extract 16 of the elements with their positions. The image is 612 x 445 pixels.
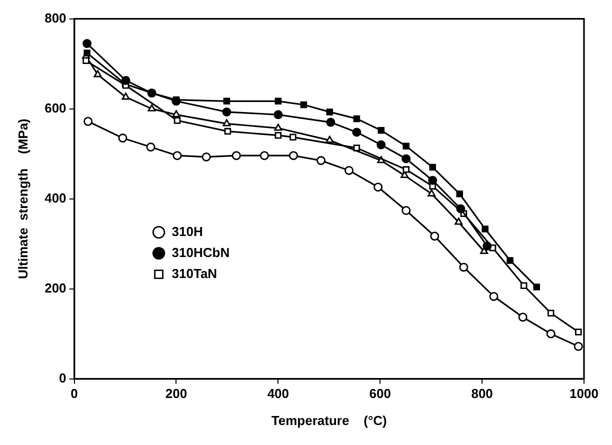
y-tick-label: 800 bbox=[44, 10, 66, 26]
legend-label: 310H bbox=[172, 224, 203, 239]
x-tick-label: 0 bbox=[70, 386, 78, 402]
y-tick-label: 0 bbox=[59, 370, 66, 386]
legend-label: 310HCbN bbox=[172, 244, 230, 260]
y-tick-label: 200 bbox=[44, 280, 66, 296]
x-tick-label: 1000 bbox=[570, 386, 598, 402]
legend-label: 310TaN bbox=[172, 266, 218, 281]
y-tick-label: 400 bbox=[44, 190, 66, 206]
x-tick-label: 800 bbox=[471, 386, 493, 402]
y-tick-label: 600 bbox=[44, 100, 66, 116]
y-axis-title: Ultimate strength (MPa) bbox=[15, 118, 30, 279]
x-tick-label: 400 bbox=[267, 386, 290, 402]
x-tick-label: 200 bbox=[165, 386, 188, 402]
x-tick-label: 600 bbox=[369, 386, 391, 402]
x-axis-title: Temperature (°C) bbox=[271, 412, 387, 428]
